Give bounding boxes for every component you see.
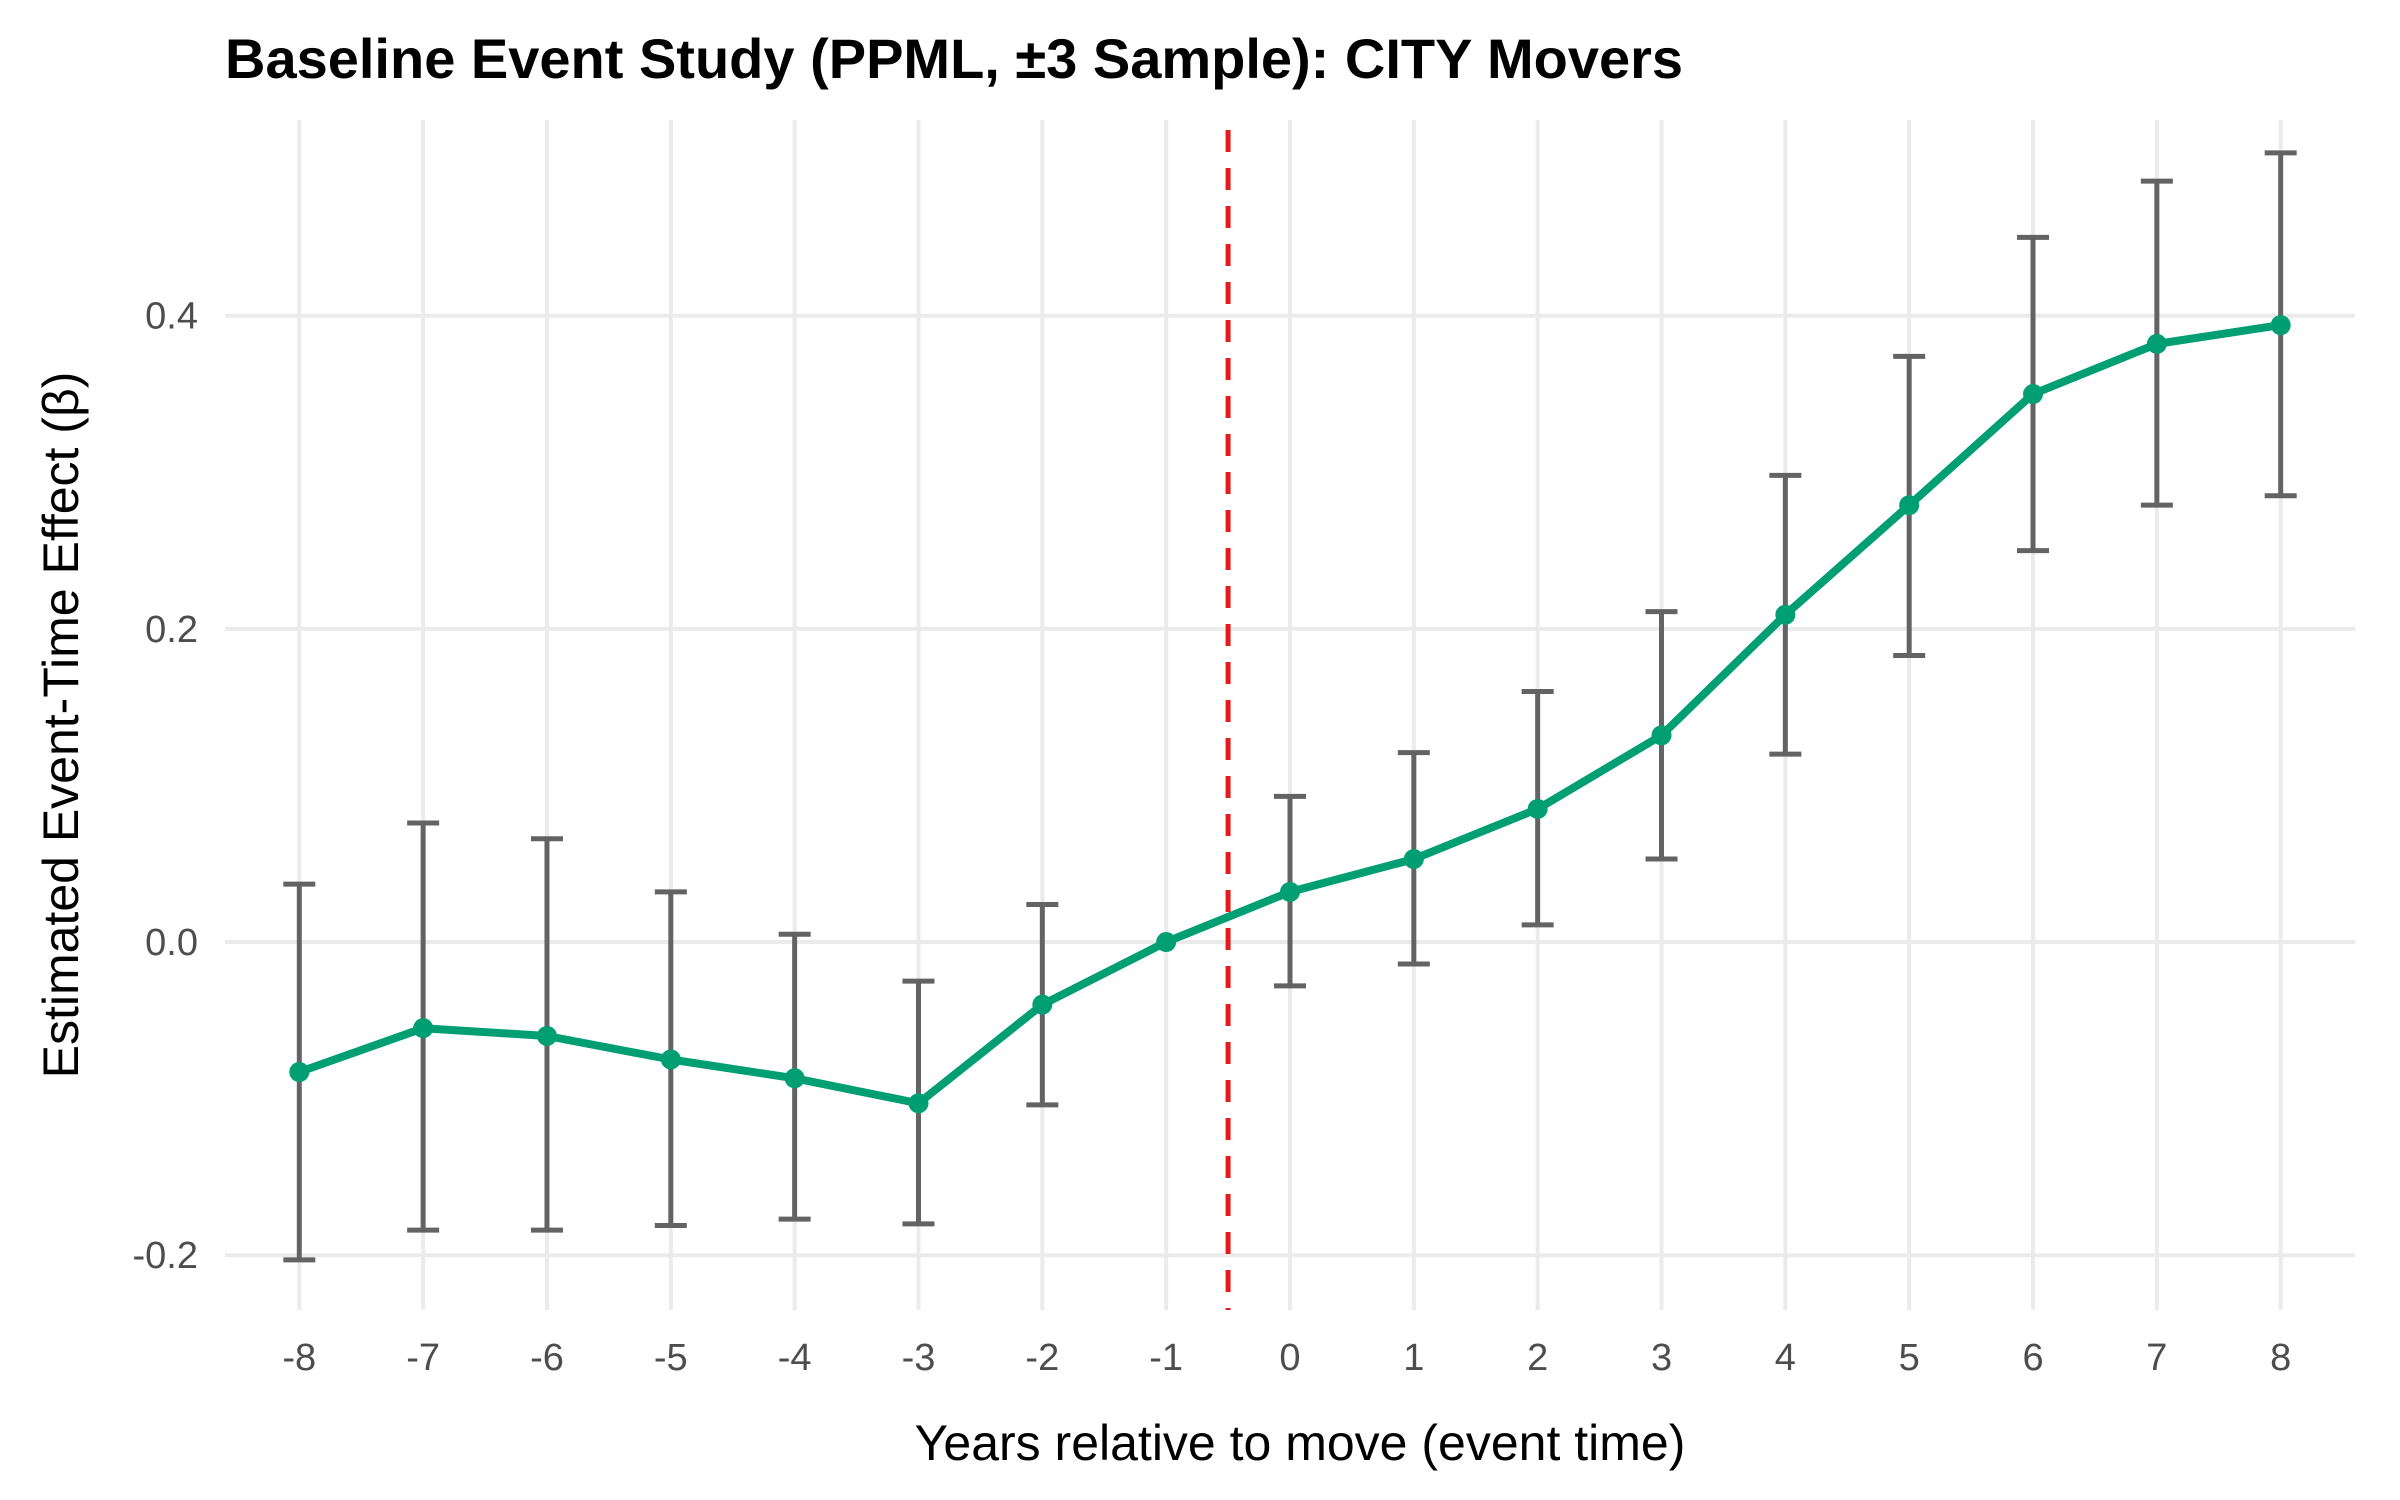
data-point <box>1156 932 1177 953</box>
data-point <box>784 1068 805 1089</box>
x-tick-label: -8 <box>282 1337 316 1379</box>
data-point <box>1775 604 1796 625</box>
data-point <box>908 1093 929 1114</box>
data-points <box>289 315 2291 1114</box>
x-tick-label: -7 <box>406 1337 440 1379</box>
x-tick-label: 4 <box>1775 1337 1796 1379</box>
x-tick-label: 8 <box>2270 1337 2291 1379</box>
x-tick-label: -4 <box>778 1337 812 1379</box>
data-point <box>2023 384 2044 405</box>
y-axis-title: Estimated Event-Time Effect (β) <box>33 372 89 1079</box>
data-point <box>1032 994 1053 1015</box>
data-point <box>2270 315 2291 336</box>
x-tick-label: -5 <box>654 1337 688 1379</box>
x-tick-label: 7 <box>2146 1337 2167 1379</box>
data-point <box>1280 881 1300 902</box>
x-tick-label: 6 <box>2022 1337 2043 1379</box>
data-point <box>413 1018 434 1039</box>
y-tick-label: 0.0 <box>145 922 198 964</box>
data-point <box>1899 495 1920 516</box>
x-axis-title: Years relative to move (event time) <box>915 1415 1686 1471</box>
x-tick-label: 5 <box>1899 1337 1920 1379</box>
data-point <box>1403 849 1424 870</box>
data-point <box>660 1049 681 1070</box>
x-tick-label: -3 <box>902 1337 936 1379</box>
data-point <box>1651 725 1672 746</box>
x-tick-label: 3 <box>1651 1337 1672 1379</box>
x-tick-label: 0 <box>1279 1337 1300 1379</box>
x-tick-label: 2 <box>1527 1337 1548 1379</box>
x-tick-label: 1 <box>1403 1337 1424 1379</box>
y-tick-labels: -0.2 0.0 0.2 0.4 <box>133 296 198 1277</box>
x-tick-label: -2 <box>1025 1337 1059 1379</box>
data-point <box>536 1025 557 1046</box>
x-tick-label: -1 <box>1149 1337 1183 1379</box>
y-tick-label: 0.4 <box>145 296 198 338</box>
x-tick-label: -6 <box>530 1337 564 1379</box>
x-tick-labels: -8 -7 -6 -5 -4 -3 -2 -1 0 1 2 3 4 5 6 7 8 <box>282 1337 2291 1379</box>
chart-title: Baseline Event Study (PPML, ±3 Sample): … <box>225 27 1683 90</box>
y-tick-label: -0.2 <box>133 1235 198 1277</box>
data-point <box>1527 798 1548 819</box>
data-point <box>289 1062 310 1082</box>
y-tick-label: 0.2 <box>145 609 198 651</box>
data-point <box>2146 333 2167 354</box>
